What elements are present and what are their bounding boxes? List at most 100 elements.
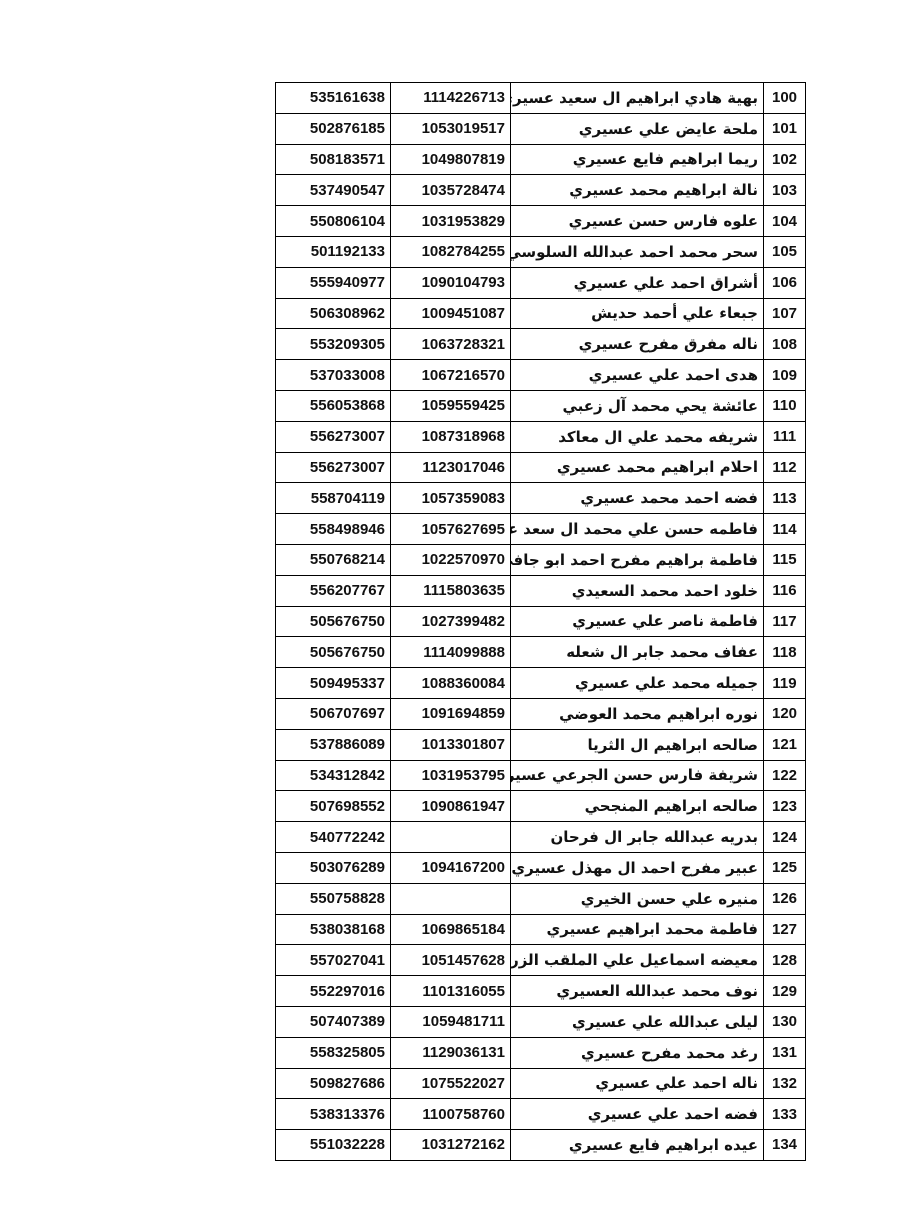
- phone-cell: 509827686: [275, 1067, 391, 1100]
- id-cell: 1059559425: [390, 389, 511, 422]
- phone-cell: 509495337: [275, 667, 391, 699]
- id-cell: 1013301807: [390, 728, 511, 761]
- name-cell: بهية هادي ابراهيم ال سعيد عسيري: [510, 82, 764, 114]
- phone-cell: 556273007: [275, 451, 391, 484]
- number-cell: 121: [763, 728, 806, 761]
- number-cell: 120: [763, 697, 806, 730]
- name-cell: فاطمة ناصر علي عسيري: [510, 605, 764, 638]
- name-cell: منيره علي حسن الخيري: [510, 882, 764, 915]
- number-cell: 113: [763, 482, 806, 515]
- phone-cell: 507407389: [275, 1005, 391, 1038]
- number-cell: 107: [763, 297, 806, 330]
- table-row: 558704119 1057359083 فضه احمد محمد عسيري 11…: [275, 482, 806, 515]
- phone-cell: 506707697: [275, 697, 391, 730]
- phone-cell: 551032228: [275, 1129, 391, 1161]
- number-cell: 118: [763, 636, 806, 669]
- phone-cell: 550758828: [275, 882, 391, 915]
- name-cell: نوف محمد عبدالله العسيري: [510, 975, 764, 1007]
- id-cell: 1114226713: [390, 82, 511, 114]
- id-cell: 1115803635: [390, 574, 511, 607]
- table-row: 537033008 1067216570 هدى احمد علي عسيري 109: [275, 359, 806, 391]
- phone-cell: 556273007: [275, 420, 391, 453]
- table-row: 534312842 1031953795 شريفة فارس حسن الجرعي…: [275, 759, 806, 792]
- table-row: 538313376 1100758760 فضه احمد علي عسيري 133: [275, 1098, 806, 1131]
- table-row: 538038168 1069865184 فاطمة محمد ابراهيم عس…: [275, 913, 806, 946]
- name-cell: فاطمه حسن علي محمد ال سعد عسيري: [510, 513, 764, 545]
- table-row: 505676750 1027399482 فاطمة ناصر علي عسيري 1…: [275, 605, 806, 638]
- id-cell: 1091694859: [390, 697, 511, 730]
- table-row: 509495337 1088360084 جميله محمد علي عسيري 1…: [275, 667, 806, 699]
- phone-cell: 534312842: [275, 759, 391, 792]
- number-cell: 102: [763, 143, 806, 176]
- id-cell: 1022570970: [390, 543, 511, 576]
- name-cell: ناله مفرق مفرح عسيري: [510, 328, 764, 361]
- id-cell: [390, 882, 511, 915]
- name-cell: فضه احمد محمد عسيري: [510, 482, 764, 515]
- phone-cell: 556053868: [275, 389, 391, 422]
- table-row: 509827686 1075522027 ناله احمد علي عسيري 13…: [275, 1067, 806, 1100]
- number-cell: 108: [763, 328, 806, 361]
- number-cell: 112: [763, 451, 806, 484]
- id-cell: 1031953829: [390, 205, 511, 237]
- id-cell: [390, 821, 511, 853]
- phone-cell: 552297016: [275, 975, 391, 1007]
- number-cell: 123: [763, 790, 806, 823]
- name-cell: معيضه اسماعيل علي الملقب الزرعي: [510, 944, 764, 977]
- table-row: 508183571 1049807819 ريما ابراهيم فايع عسي…: [275, 143, 806, 176]
- name-cell: شريفه محمد علي ال معاكد: [510, 420, 764, 453]
- number-cell: 101: [763, 112, 806, 145]
- id-cell: 1088360084: [390, 667, 511, 699]
- name-cell: أشراق احمد علي عسيري: [510, 266, 764, 299]
- number-cell: 125: [763, 851, 806, 884]
- table-row: 506707697 1091694859 نوره ابراهيم محمد الع…: [275, 697, 806, 730]
- table-row: 556273007 1123017046 احلام ابراهيم محمد عس…: [275, 451, 806, 484]
- table-row: 557027041 1051457628 معيضه اسماعيل علي الم…: [275, 944, 806, 977]
- table-row: 505676750 1114099888 عفاف محمد جابر ال شعل…: [275, 636, 806, 669]
- name-cell: جميله محمد علي عسيري: [510, 667, 764, 699]
- phone-cell: 507698552: [275, 790, 391, 823]
- name-cell: صالحه ابراهيم المنجحي: [510, 790, 764, 823]
- table-row: 553209305 1063728321 ناله مفرق مفرح عسيري 1…: [275, 328, 806, 361]
- name-cell: عبير مفرح احمد ال مهذل عسيري: [510, 851, 764, 884]
- phone-cell: 557027041: [275, 944, 391, 977]
- number-cell: 106: [763, 266, 806, 299]
- number-cell: 133: [763, 1098, 806, 1131]
- name-cell: رغد محمد مفرح عسيري: [510, 1036, 764, 1069]
- number-cell: 129: [763, 975, 806, 1007]
- phone-cell: 537886089: [275, 728, 391, 761]
- id-cell: 1069865184: [390, 913, 511, 946]
- phone-cell: 556207767: [275, 574, 391, 607]
- number-cell: 110: [763, 389, 806, 422]
- number-cell: 122: [763, 759, 806, 792]
- phone-cell: 550768214: [275, 543, 391, 576]
- phone-cell: 535161638: [275, 82, 391, 114]
- name-cell: شريفة فارس حسن الجرعي عسيري: [510, 759, 764, 792]
- table-row: 550768214 1022570970 فاطمة براهيم مفرح احم…: [275, 543, 806, 576]
- phone-cell: 506308962: [275, 297, 391, 330]
- id-cell: 1049807819: [390, 143, 511, 176]
- number-cell: 117: [763, 605, 806, 638]
- table-row: 535161638 1114226713 بهية هادي ابراهيم ال …: [275, 82, 806, 114]
- id-cell: 1031272162: [390, 1129, 511, 1161]
- phone-cell: 538313376: [275, 1098, 391, 1131]
- name-cell: خلود احمد محمد السعيدي: [510, 574, 764, 607]
- id-cell: 1114099888: [390, 636, 511, 669]
- id-cell: 1082784255: [390, 235, 511, 268]
- id-cell: 1051457628: [390, 944, 511, 977]
- table-row: 556273007 1087318968 شريفه محمد علي ال معا…: [275, 420, 806, 453]
- phone-cell: 503076289: [275, 851, 391, 884]
- id-cell: 1090104793: [390, 266, 511, 299]
- phone-cell: 553209305: [275, 328, 391, 361]
- table-row: 551032228 1031272162 عيده ابراهيم فايع عسي…: [275, 1129, 806, 1161]
- name-cell: هدى احمد علي عسيري: [510, 359, 764, 391]
- table-row: 503076289 1094167200 عبير مفرح احمد ال مهذ…: [275, 851, 806, 884]
- phone-cell: 538038168: [275, 913, 391, 946]
- number-cell: 134: [763, 1129, 806, 1161]
- number-cell: 100: [763, 82, 806, 114]
- id-cell: 1057359083: [390, 482, 511, 515]
- table-row: 537490547 1035728474 نالة ابراهيم محمد عسي…: [275, 174, 806, 207]
- phone-cell: 505676750: [275, 605, 391, 638]
- number-cell: 119: [763, 667, 806, 699]
- table-row: 540772242 بدريه عبدالله جابر ال فرحان 124: [275, 821, 806, 853]
